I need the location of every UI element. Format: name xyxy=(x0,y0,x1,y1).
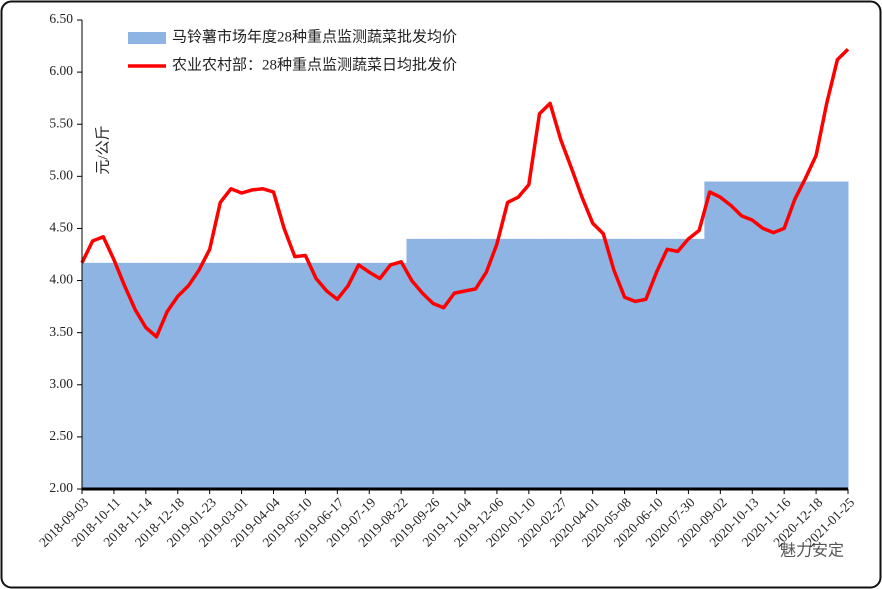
y-tick-label: 3.00 xyxy=(49,376,73,391)
area-segment xyxy=(183,262,195,489)
area-segment xyxy=(353,262,365,489)
area-segment xyxy=(810,181,822,490)
area-segment xyxy=(363,262,376,489)
area-segment xyxy=(129,262,142,489)
y-tick-label: 4.50 xyxy=(49,220,73,235)
y-tick-label: 2.50 xyxy=(49,428,73,443)
area-segment xyxy=(427,238,439,489)
area-segment xyxy=(704,181,716,490)
area-segment xyxy=(140,262,152,489)
area-segment xyxy=(491,238,503,489)
area-segment xyxy=(502,238,514,489)
area-segment xyxy=(374,262,386,489)
area-segment xyxy=(204,262,216,489)
area-segment xyxy=(342,262,354,489)
plot-area xyxy=(80,47,850,490)
y-tick-label: 3.50 xyxy=(49,324,73,339)
area-segment xyxy=(246,262,259,489)
y-axis-label: 元/公斤 xyxy=(94,125,111,174)
area-segment xyxy=(225,262,237,489)
area-segment xyxy=(715,181,727,490)
area-segment xyxy=(651,238,663,489)
area-segment xyxy=(768,181,780,490)
area-segment xyxy=(193,262,205,489)
area-segment xyxy=(555,238,567,489)
area-segment xyxy=(470,238,482,489)
area-segment xyxy=(395,262,407,489)
area-segment xyxy=(821,181,833,490)
area-segment xyxy=(289,262,301,489)
area-segment xyxy=(87,262,99,489)
area-segment xyxy=(608,238,620,489)
area-segment xyxy=(683,238,695,489)
y-tick-label: 5.00 xyxy=(49,167,73,182)
legend-swatch xyxy=(128,32,166,44)
y-tick-label: 4.00 xyxy=(49,272,73,287)
area-segment xyxy=(800,181,812,490)
area-segment xyxy=(693,238,705,489)
area-segment xyxy=(842,181,849,490)
y-tick-label: 6.50 xyxy=(49,11,73,26)
area-segment xyxy=(480,238,493,489)
area-segment xyxy=(661,238,673,489)
area-segment xyxy=(119,262,131,489)
area-segment xyxy=(597,238,610,489)
area-segment xyxy=(576,238,588,489)
area-segment xyxy=(82,262,88,489)
y-tick-label: 5.50 xyxy=(49,115,73,130)
area-segment xyxy=(459,238,471,489)
area-segment xyxy=(332,262,344,489)
area-segment xyxy=(725,181,737,490)
area-segment xyxy=(534,238,546,489)
area-segment xyxy=(544,238,556,489)
area-segment xyxy=(214,262,227,489)
area-segment xyxy=(321,262,333,489)
area-segment xyxy=(172,262,184,489)
area-segment xyxy=(385,262,397,489)
area-segment xyxy=(832,181,844,490)
area-segment xyxy=(672,238,684,489)
y-tick-label: 6.00 xyxy=(49,63,73,78)
watermark: 魅力安定 xyxy=(780,541,844,560)
area-segment xyxy=(417,238,429,489)
area-segment xyxy=(587,238,599,489)
area-segment xyxy=(300,262,312,489)
area-segment xyxy=(629,238,642,489)
legend-label: 马铃薯市场年度28种重点监测蔬菜批发均价 xyxy=(172,28,457,45)
area-segment xyxy=(789,181,801,490)
area-segment xyxy=(736,181,748,490)
area-segment xyxy=(757,181,769,490)
area-segment xyxy=(310,262,322,489)
area-segment xyxy=(523,238,535,489)
area-segment xyxy=(449,238,461,489)
area-segment xyxy=(619,238,631,489)
area-segment xyxy=(161,262,173,489)
area-segment xyxy=(108,262,120,489)
area-segment xyxy=(97,262,110,489)
area-segment xyxy=(268,262,280,489)
area-segment xyxy=(236,262,248,489)
area-segment xyxy=(640,238,652,489)
area-segment xyxy=(746,181,759,490)
legend-label: 农业农村部：28种重点监测蔬菜日均批发价 xyxy=(172,56,457,73)
area-segment xyxy=(438,238,450,489)
area-segment xyxy=(257,262,269,489)
area-segment xyxy=(151,262,163,489)
y-tick-label: 2.00 xyxy=(49,480,73,495)
area-segment xyxy=(566,238,578,489)
area-segment xyxy=(278,262,290,489)
area-segment xyxy=(778,181,790,490)
area-segment xyxy=(512,238,525,489)
area-segment xyxy=(406,238,418,489)
line-series xyxy=(80,47,850,339)
